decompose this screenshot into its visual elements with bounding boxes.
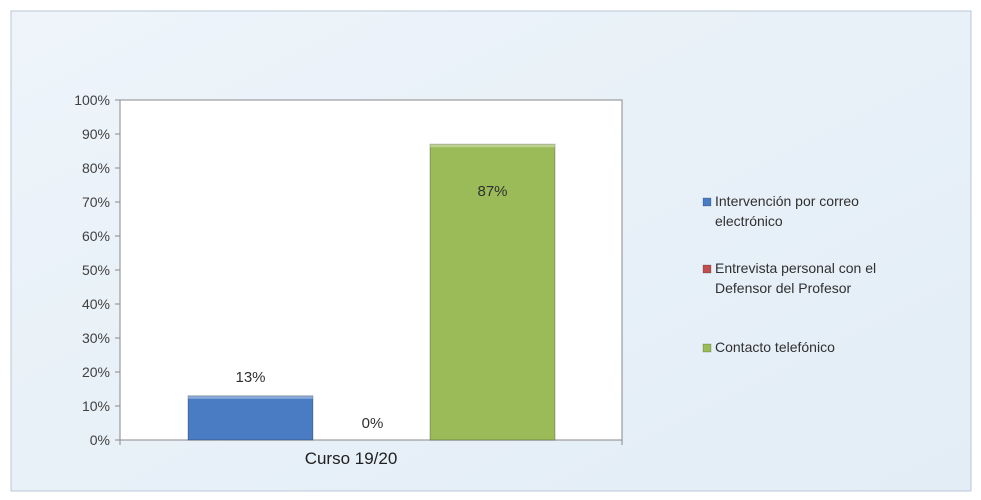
y-tick-label: 60%: [82, 228, 110, 244]
bar-highlight: [430, 144, 555, 148]
bar: [429, 143, 556, 441]
y-tick-label: 80%: [82, 160, 110, 176]
x-category-label: Curso 19/20: [305, 449, 398, 468]
data-label: 0%: [362, 415, 384, 432]
y-tick-label: 0%: [90, 432, 110, 448]
y-tick-label: 90%: [82, 126, 110, 142]
y-tick-label: 30%: [82, 330, 110, 346]
y-axis: 0% 10% 20% 30% 40% 50% 60% 70% 80% 90% 100%: [74, 92, 120, 448]
legend-swatch: [702, 264, 712, 274]
data-labels: 13% 0% 87%: [235, 183, 507, 432]
bar: [187, 395, 314, 441]
bar-highlight: [188, 395, 313, 399]
y-tick-label: 20%: [82, 364, 110, 380]
legend-swatch: [702, 343, 712, 353]
data-label: 87%: [477, 183, 507, 200]
legend-label: Intervención por correo: [715, 193, 859, 209]
y-tick-label: 100%: [74, 92, 110, 108]
data-label: 13%: [235, 369, 265, 386]
legend-label: Defensor del Profesor: [715, 280, 852, 296]
legend: Intervención por correo electrónico Entrev…: [702, 193, 876, 355]
x-axis: Curso 19/20: [119, 440, 623, 468]
y-tick-label: 40%: [82, 296, 110, 312]
y-tick-label: 70%: [82, 194, 110, 210]
legend-label: Entrevista personal con el: [715, 260, 876, 276]
bars: [187, 143, 556, 441]
y-tick-label: 10%: [82, 398, 110, 414]
y-tick-label: 50%: [82, 262, 110, 278]
legend-swatch: [702, 197, 712, 207]
legend-label: electrónico: [715, 213, 783, 229]
legend-label: Contacto telefónico: [715, 339, 835, 355]
